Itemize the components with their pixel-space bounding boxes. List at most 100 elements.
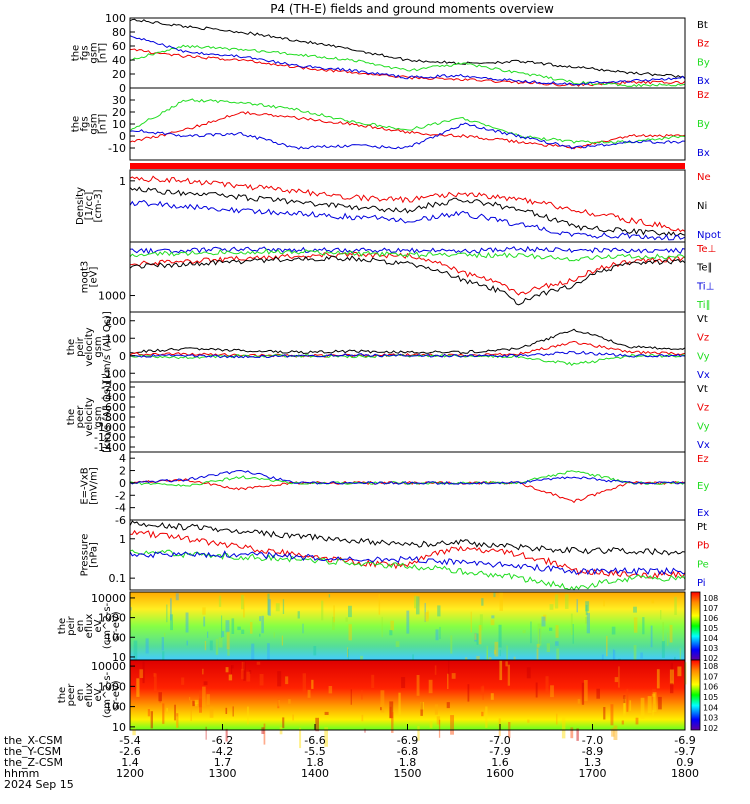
series-line-blue bbox=[129, 245, 686, 255]
plot-title: P4 (TH-E) fields and ground moments over… bbox=[270, 2, 554, 16]
y-axis-label-line: peir bbox=[66, 615, 77, 635]
spectrogram-texture bbox=[491, 615, 495, 619]
spectrogram-texture bbox=[555, 641, 559, 646]
spectrogram-texture bbox=[263, 723, 266, 745]
y-tick-label: 200 bbox=[105, 315, 126, 328]
x-tick-label: -9.7 bbox=[674, 745, 695, 758]
y-axis-label-line: en bbox=[75, 620, 86, 633]
spectrogram-texture bbox=[321, 600, 324, 621]
spectrogram-texture bbox=[474, 633, 477, 640]
legend-entry: Pt bbox=[697, 522, 707, 533]
series-line-black bbox=[130, 328, 686, 355]
spectrogram-texture bbox=[194, 702, 198, 707]
y-tick-label: 1 bbox=[119, 533, 126, 546]
spectrogram-texture bbox=[259, 633, 261, 637]
legend-entry: Bz bbox=[697, 39, 709, 50]
spectrogram-texture bbox=[530, 621, 532, 644]
y-axis-label-line: the bbox=[66, 409, 77, 425]
spectrogram-texture bbox=[203, 681, 208, 686]
y-tick-label: -6 bbox=[115, 514, 126, 527]
panel-3: 1 Density[1/cc][cm-3] Ne Ni Npot bbox=[75, 169, 721, 243]
spectrogram-texture bbox=[424, 603, 426, 622]
spectrogram-texture bbox=[417, 725, 420, 741]
spectrogram-texture bbox=[380, 707, 382, 711]
spectrogram-texture bbox=[194, 699, 199, 704]
y-axis-label: E=-VxB[mV/m] bbox=[80, 467, 100, 505]
spectrogram-texture bbox=[618, 666, 620, 688]
spectrogram-texture bbox=[556, 713, 558, 725]
spectrogram-texture bbox=[361, 690, 363, 700]
series-line-red bbox=[129, 48, 686, 87]
spectrogram-texture bbox=[506, 645, 508, 663]
spectrogram-texture bbox=[481, 598, 484, 606]
spectrogram-texture bbox=[389, 630, 393, 636]
spectrogram-texture bbox=[250, 622, 253, 634]
series-line-black bbox=[129, 186, 686, 237]
spectrogram-texture bbox=[380, 690, 385, 713]
spectrogram-texture bbox=[259, 616, 261, 622]
spectrogram-texture bbox=[159, 694, 161, 703]
spectrogram-texture bbox=[652, 692, 657, 713]
spectrogram-texture bbox=[596, 688, 600, 699]
spectrogram-texture bbox=[438, 719, 441, 738]
y-axis-label: thepeirvelocitygsm[km/s (All Qs)] bbox=[66, 311, 113, 383]
y-tick-label: 20 bbox=[112, 106, 126, 119]
status-bar bbox=[130, 163, 685, 169]
series-line-black bbox=[129, 255, 686, 306]
y-axis-label-line: eflux bbox=[84, 614, 95, 639]
spectrogram-texture bbox=[555, 594, 559, 609]
legend-entry: Ni bbox=[697, 201, 707, 212]
series-line-green bbox=[129, 44, 686, 88]
y-axis-label-line: [km/s (All Qs)] bbox=[102, 381, 113, 453]
colorbar-tick-label: 105 bbox=[703, 624, 718, 633]
x-tick-label: -6.2 bbox=[212, 734, 233, 747]
spectrogram-texture bbox=[486, 650, 488, 669]
colorbar-tick-label: 105 bbox=[703, 693, 718, 702]
y-axis-label-line: gsm bbox=[93, 406, 104, 427]
series-line-black bbox=[129, 520, 686, 556]
y-axis-label-line: the bbox=[57, 687, 68, 703]
y-axis-label-line: [eV] bbox=[89, 267, 100, 288]
spectrogram-texture bbox=[470, 611, 472, 633]
spectrogram-texture bbox=[434, 704, 438, 715]
y-tick-label: -2 bbox=[115, 489, 126, 502]
spectrogram-texture bbox=[621, 720, 624, 725]
spectrogram-texture bbox=[267, 643, 270, 666]
spectrogram-texture bbox=[202, 686, 206, 707]
x-axis: -5.4-2.61.41200-6.2-4.21.71300-6.6-5.51.… bbox=[4, 724, 699, 791]
spectrogram-texture bbox=[493, 649, 497, 655]
spectrogram-texture bbox=[647, 696, 652, 713]
x-tick-label: -5.5 bbox=[304, 745, 325, 758]
spectrogram-texture bbox=[203, 616, 206, 627]
spectrogram-texture bbox=[259, 674, 264, 686]
y-axis-label-line: eV bbox=[93, 619, 104, 632]
spectrogram-texture bbox=[535, 682, 538, 698]
y-tick-label: 2 bbox=[119, 465, 126, 478]
y-axis-label-line: [cm-3] bbox=[93, 189, 104, 222]
series-line-blue bbox=[129, 550, 686, 576]
colorbar-tick-label: 103 bbox=[703, 644, 718, 653]
spectrogram-texture bbox=[251, 643, 255, 663]
spectrogram-texture bbox=[345, 617, 348, 622]
spectrogram-texture bbox=[241, 668, 244, 680]
spectrogram-texture bbox=[570, 727, 574, 739]
spectrogram-texture bbox=[494, 641, 499, 657]
y-tick-label: -800 bbox=[101, 411, 126, 424]
y-axis-label-line: (cm^2-s- bbox=[102, 671, 113, 718]
colorbar-tick-label: 102 bbox=[703, 724, 718, 733]
spectrogram-texture bbox=[273, 632, 275, 638]
spectrogram-texture bbox=[202, 607, 206, 615]
spectrogram-texture bbox=[478, 625, 482, 645]
spectrogram-texture bbox=[302, 673, 306, 694]
y-tick-label: 0 bbox=[119, 350, 126, 363]
spectrogram-texture bbox=[249, 670, 252, 674]
spectrogram-texture bbox=[499, 592, 503, 611]
spectrogram-texture bbox=[175, 593, 179, 601]
y-tick-label: 100 bbox=[105, 12, 126, 25]
spectrogram-texture bbox=[669, 624, 673, 643]
spectrogram-texture bbox=[614, 677, 619, 683]
y-tick-label: 10 bbox=[112, 721, 126, 734]
spectrogram-texture bbox=[225, 728, 228, 742]
legend-entry: Ne bbox=[697, 172, 711, 183]
